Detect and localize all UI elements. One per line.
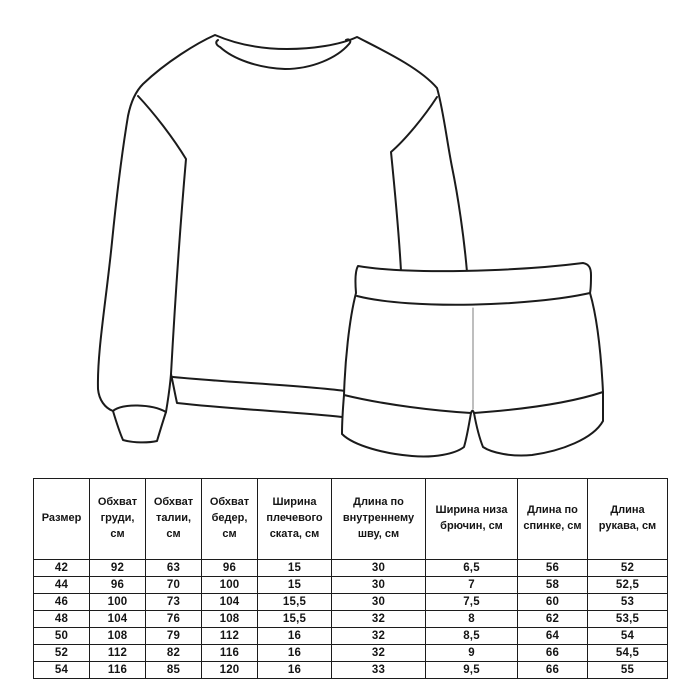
- table-cell: 108: [89, 627, 146, 645]
- collar-neckline-line: [215, 38, 352, 70]
- table-cell: 32: [331, 610, 426, 628]
- table-cell: 6,5: [425, 559, 518, 577]
- table-cell: 116: [89, 661, 146, 679]
- column-header: Длина по спинке, см: [517, 478, 588, 560]
- column-header: Обхват талии, см: [145, 478, 202, 560]
- table-cell: 44: [33, 576, 90, 594]
- column-header: Ширина низа брючин, см: [425, 478, 518, 560]
- table-cell: 96: [201, 559, 258, 577]
- table-cell: 8: [425, 610, 518, 628]
- left-armhole-and-side-seam-line: [137, 95, 187, 375]
- table-row: 44 96 70 100 15 30 7 58 52,5: [33, 576, 668, 594]
- table-row: 50 108 79 112 16 32 8,5 64 54: [33, 627, 668, 645]
- table-cell: 56: [517, 559, 588, 577]
- hem-band-top-line: [172, 376, 346, 392]
- table-cell: 15,5: [257, 593, 332, 611]
- table-cell: 9,5: [425, 661, 518, 679]
- table-cell: 33: [331, 661, 426, 679]
- table-cell: 15: [257, 576, 332, 594]
- table-cell: 104: [201, 593, 258, 611]
- table-cell: 54: [587, 627, 668, 645]
- table-cell: 62: [517, 610, 588, 628]
- size-table-container: Размер Обхват груди, см Обхват талии, см Об…: [33, 478, 668, 679]
- column-header: Обхват бедер, см: [201, 478, 258, 560]
- table-cell: 52,5: [587, 576, 668, 594]
- table-cell: 16: [257, 661, 332, 679]
- column-header: Длина по внутреннему шву, см: [331, 478, 426, 560]
- table-cell: 76: [145, 610, 202, 628]
- waistband-bottom-line: [356, 292, 591, 306]
- table-cell: 52: [33, 644, 90, 662]
- table-cell: 52: [587, 559, 668, 577]
- table-cell: 73: [145, 593, 202, 611]
- size-table-header-row: Размер Обхват груди, см Обхват талии, см Об…: [33, 478, 668, 560]
- table-cell: 15,5: [257, 610, 332, 628]
- garment-drawing: [96, 34, 604, 458]
- table-cell: 108: [201, 610, 258, 628]
- table-row: 52 112 82 116 16 32 9 66 54,5: [33, 644, 668, 662]
- size-table: Размер Обхват груди, см Обхват талии, см Об…: [33, 478, 668, 679]
- table-cell: 42: [33, 559, 90, 577]
- table-cell: 112: [201, 627, 258, 645]
- table-row: 46 100 73 104 15,5 30 7,5 60 53: [33, 593, 668, 611]
- table-cell: 16: [257, 627, 332, 645]
- table-cell: 30: [331, 593, 426, 611]
- table-cell: 66: [517, 661, 588, 679]
- column-header: Длина рукава, см: [587, 478, 668, 560]
- table-cell: 32: [331, 627, 426, 645]
- table-cell: 70: [145, 576, 202, 594]
- table-cell: 96: [89, 576, 146, 594]
- table-cell: 66: [517, 644, 588, 662]
- size-table-body: 42 92 63 96 15 30 6,5 56 52 44 96 70 100 15 30 7 58 52,5 4…: [33, 559, 668, 679]
- column-header: Ширина плечевого ската, см: [257, 478, 332, 560]
- table-cell: 53,5: [587, 610, 668, 628]
- table-cell: 8,5: [425, 627, 518, 645]
- table-cell: 64: [517, 627, 588, 645]
- table-cell: 32: [331, 644, 426, 662]
- right-leg-cuff-fold-line: [473, 391, 604, 414]
- table-cell: 82: [145, 644, 202, 662]
- table-cell: 92: [89, 559, 146, 577]
- table-cell: 7,5: [425, 593, 518, 611]
- table-cell: 9: [425, 644, 518, 662]
- table-cell: 53: [587, 593, 668, 611]
- table-cell: 79: [145, 627, 202, 645]
- table-cell: 116: [201, 644, 258, 662]
- table-row: 42 92 63 96 15 30 6,5 56 52: [33, 559, 668, 577]
- table-cell: 46: [33, 593, 90, 611]
- left-leg-cuff-fold-line: [343, 394, 472, 414]
- right-armhole-and-side-seam-line: [390, 96, 438, 272]
- table-cell: 54,5: [587, 644, 668, 662]
- table-cell: 50: [33, 627, 90, 645]
- shorts-outline: [341, 262, 604, 458]
- table-cell: 55: [587, 661, 668, 679]
- table-cell: 112: [89, 644, 146, 662]
- table-row: 54 116 85 120 16 33 9,5 66 55: [33, 661, 668, 679]
- table-cell: 16: [257, 644, 332, 662]
- table-cell: 30: [331, 559, 426, 577]
- table-cell: 120: [201, 661, 258, 679]
- table-cell: 100: [89, 593, 146, 611]
- left-cuff-top-line: [112, 404, 167, 413]
- column-header: Размер: [33, 478, 90, 560]
- table-cell: 7: [425, 576, 518, 594]
- table-row: 48 104 76 108 15,5 32 8 62 53,5: [33, 610, 668, 628]
- table-cell: 54: [33, 661, 90, 679]
- table-cell: 63: [145, 559, 202, 577]
- table-cell: 104: [89, 610, 146, 628]
- table-cell: 85: [145, 661, 202, 679]
- column-header: Обхват груди, см: [89, 478, 146, 560]
- table-cell: 30: [331, 576, 426, 594]
- table-cell: 48: [33, 610, 90, 628]
- shorts-sketch: [341, 262, 604, 458]
- table-cell: 60: [517, 593, 588, 611]
- table-cell: 58: [517, 576, 588, 594]
- table-cell: 100: [201, 576, 258, 594]
- table-cell: 15: [257, 559, 332, 577]
